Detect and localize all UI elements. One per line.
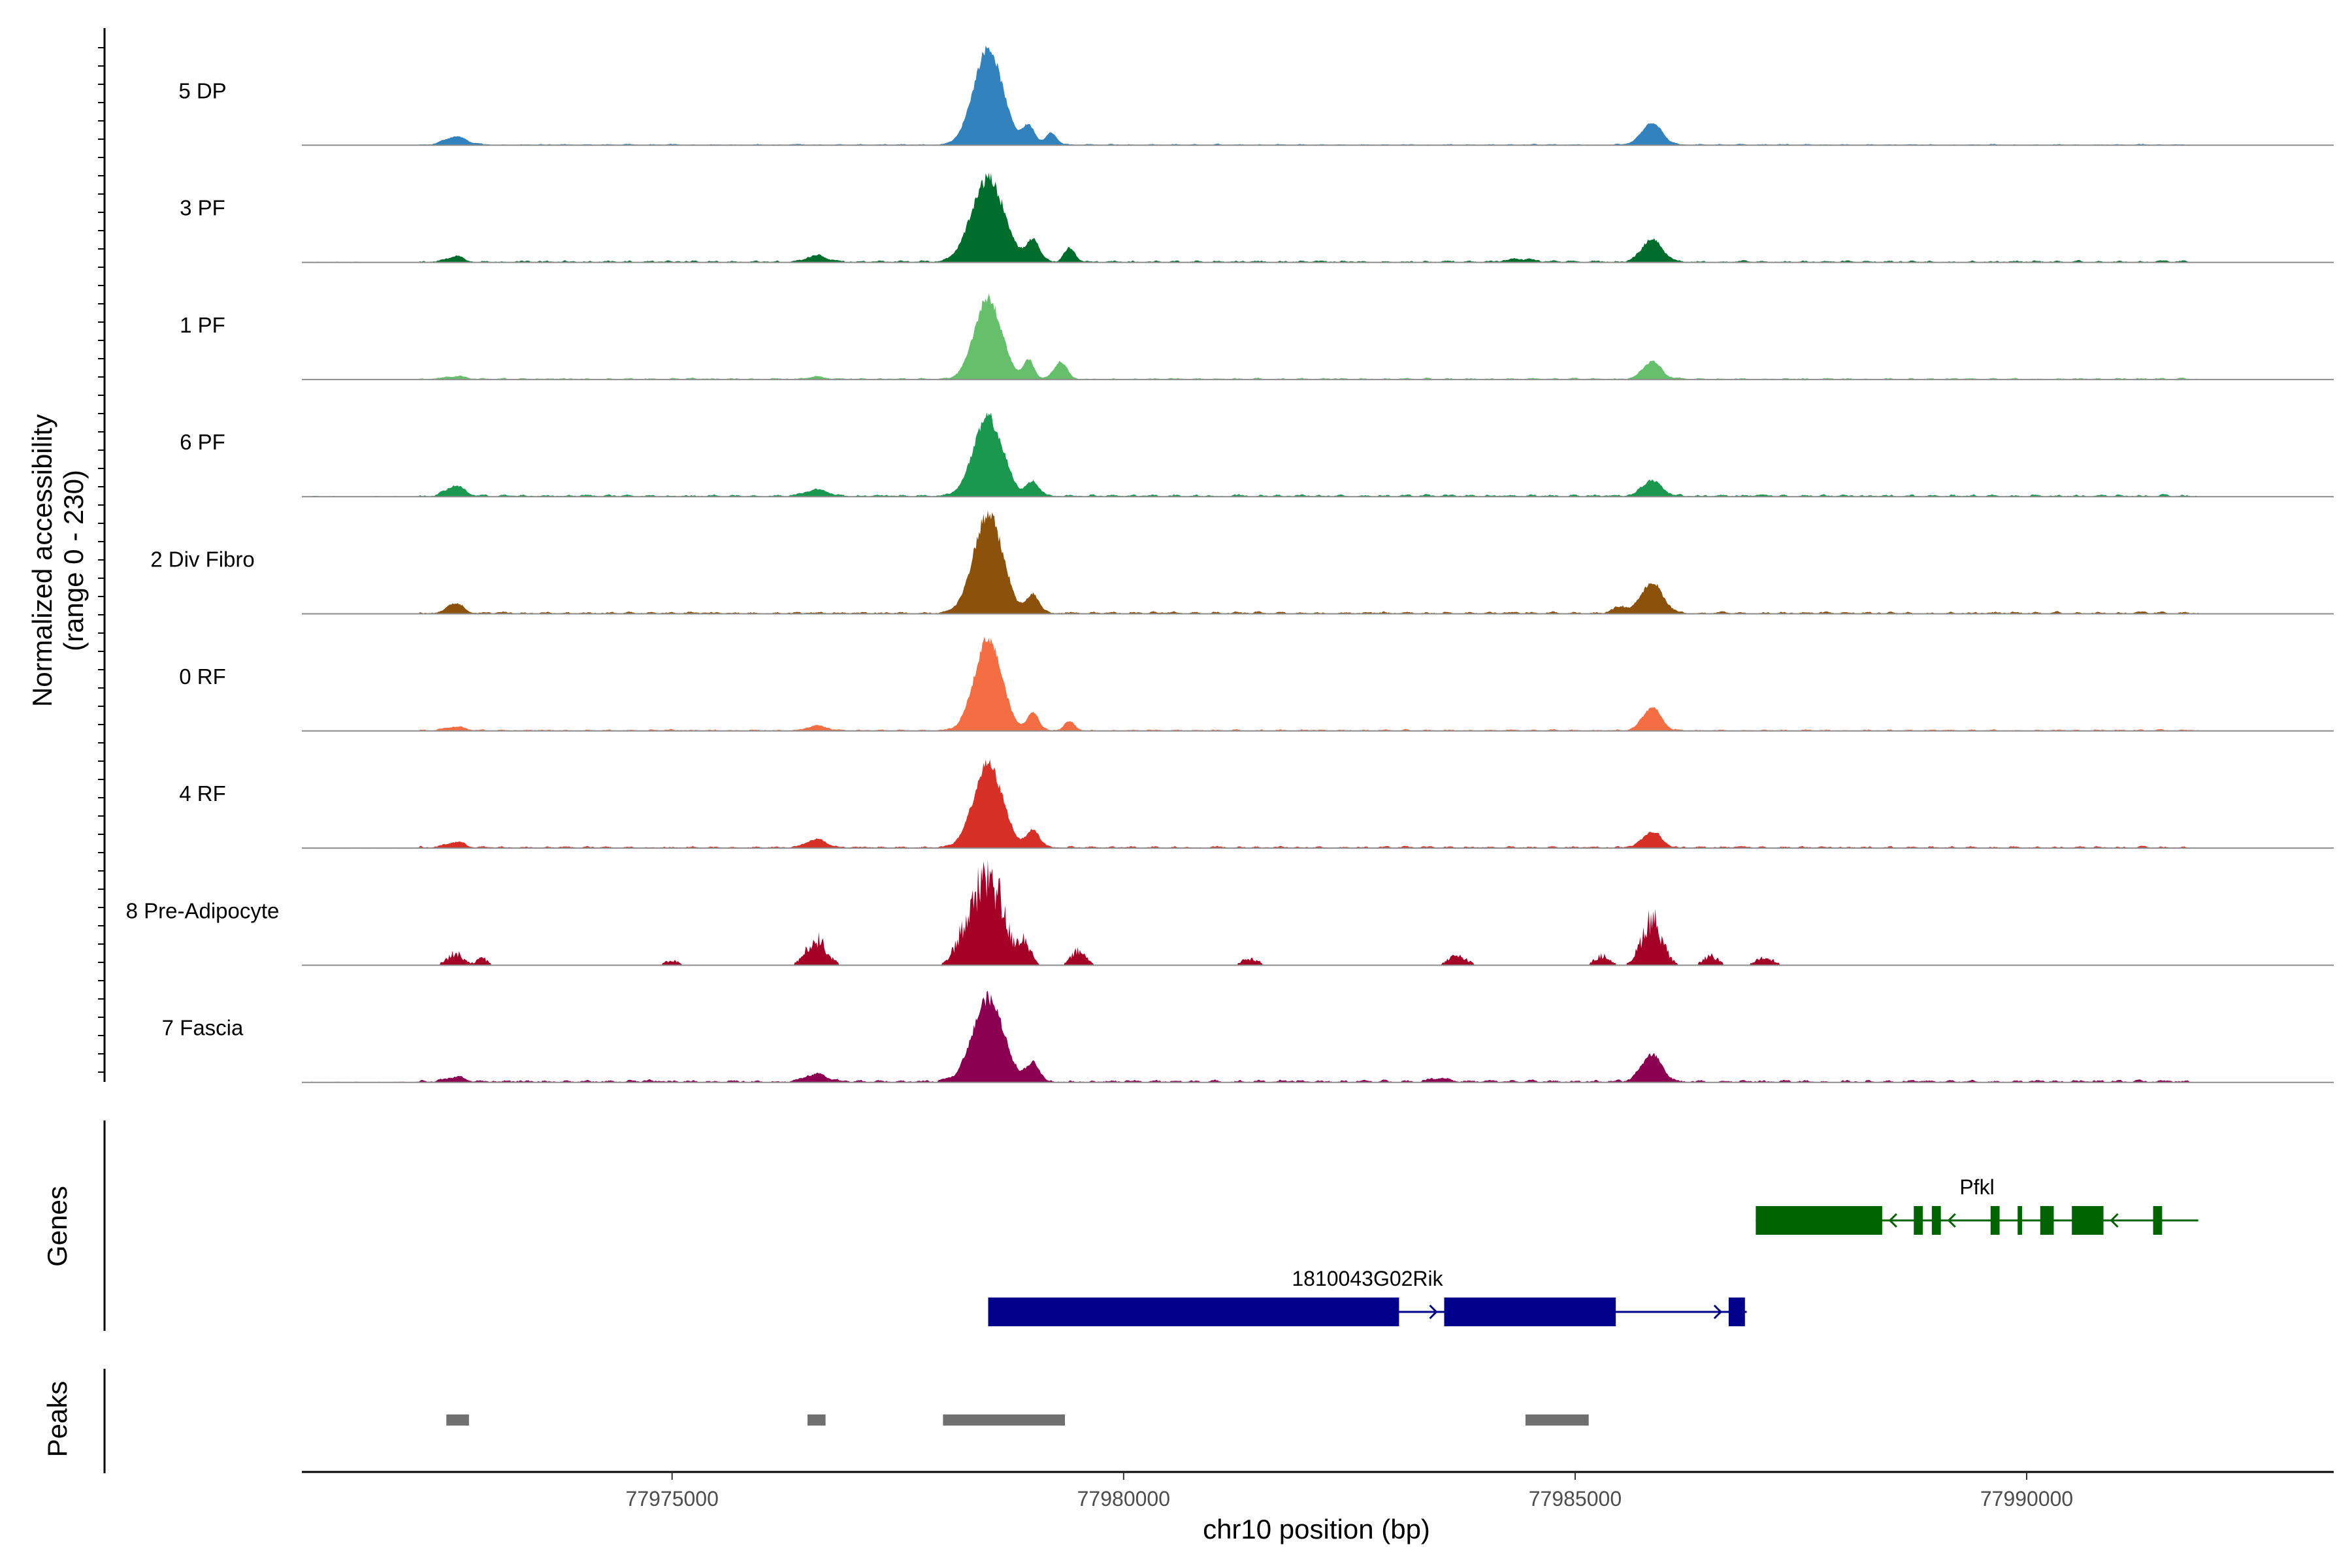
coverage-track: 4 RF (179, 759, 2334, 849)
coverage-track: 3 PF (180, 172, 2334, 263)
gene-exon (1990, 1206, 2000, 1235)
coverage-track: 2 Div Fibro (150, 510, 2334, 615)
track-label: 0 RF (179, 664, 226, 689)
coverage-track: 1 PF (180, 293, 2334, 380)
coverage-track: 0 RF (179, 636, 2334, 732)
y-axis-title-line1: Normalized accessibility (27, 414, 57, 707)
track-label: 3 PF (180, 196, 225, 220)
strand-arrow (1947, 1213, 1956, 1228)
peak-region (446, 1414, 469, 1426)
gene-exon (1728, 1298, 1745, 1326)
track-label: 4 RF (179, 781, 226, 806)
x-axis-tick-label: 77985000 (1529, 1487, 1622, 1511)
gene-label: 1810043G02Rik (1292, 1267, 1443, 1290)
track-label: 1 PF (180, 313, 225, 337)
track-label: 7 Fascia (162, 1016, 244, 1040)
gene-exon (1914, 1206, 1923, 1235)
coverage-track: 6 PF (180, 412, 2334, 498)
coverage-track: 8 Pre-Adipocyte (126, 859, 2334, 966)
gene-exon (1931, 1206, 1941, 1235)
gene-exon (988, 1298, 1399, 1326)
peaks-track-title: Peaks (42, 1381, 73, 1458)
genes-track-title: Genes (42, 1186, 73, 1267)
gene-exon (1756, 1206, 1882, 1235)
strand-arrow (1713, 1304, 1723, 1320)
track-label: 8 Pre-Adipocyte (126, 898, 280, 923)
gene-exon (2153, 1206, 2163, 1235)
coverage-track: 7 Fascia (162, 990, 2334, 1083)
x-axis-tick-label: 77980000 (1077, 1487, 1170, 1511)
y-axis-title-line2: (range 0 - 230) (58, 470, 89, 651)
x-axis-title: chr10 position (bp) (1203, 1514, 1430, 1544)
gene-exon (1444, 1298, 1616, 1326)
track-label: 2 Div Fibro (150, 547, 255, 572)
x-axis-tick-label: 77990000 (1980, 1487, 2073, 1511)
genes-track: Pfkl 1810043G02Rik (103, 1120, 2198, 1331)
track-label: 6 PF (180, 430, 225, 454)
axes: 77975000 77980000 77985000 77990000 (98, 28, 2334, 1511)
strand-arrow (1888, 1213, 1897, 1228)
gene-model: Pfkl (1756, 1175, 2198, 1235)
coverage-tracks: 5 DP 3 PF 1 PF 6 PF 2 Div Fibro 0 RF 4 RF 8 Pre… (126, 45, 2334, 1083)
gene-exon (2072, 1206, 2104, 1235)
x-axis-tick-label: 77975000 (626, 1487, 719, 1511)
gene-model: 1810043G02Rik (988, 1267, 1747, 1326)
peak-region (808, 1414, 826, 1426)
strand-arrow (1429, 1304, 1438, 1320)
gene-exon (2017, 1206, 2023, 1235)
gene-label: Pfkl (1959, 1175, 1994, 1199)
gene-exon (2040, 1206, 2054, 1235)
peak-region (943, 1414, 1065, 1426)
peak-region (1525, 1414, 1589, 1426)
track-label: 5 DP (178, 78, 226, 103)
peaks-track (103, 1369, 1589, 1473)
coverage-track: 5 DP (178, 45, 2334, 146)
strand-arrow (2110, 1213, 2119, 1228)
